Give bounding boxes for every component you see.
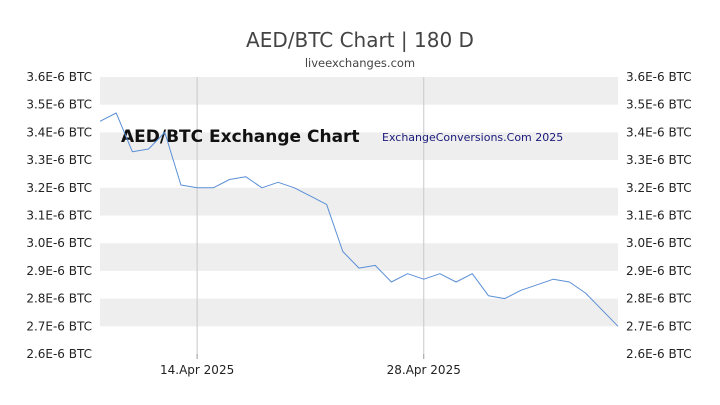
chart-watermark-label: AED/BTC Exchange Chart — [121, 127, 360, 147]
y-tick-label: 2.9E-6 BTC — [626, 264, 692, 278]
y-tick-label: 3.5E-6 BTC — [26, 98, 92, 112]
y-tick-label: 3.1E-6 BTC — [26, 209, 92, 223]
y-axis-right: 3.6E-6 BTC 3.5E-6 BTC 3.4E-6 BTC 3.3E-6 BTC… — [626, 70, 692, 361]
y-tick-label: 3.0E-6 BTC — [26, 236, 92, 250]
series-line — [99, 112, 619, 327]
grid-band — [100, 298, 618, 327]
y-tick-label: 2.9E-6 BTC — [26, 264, 92, 278]
chart-title: AED/BTC Chart | 180 D — [246, 28, 474, 52]
grid-band — [100, 187, 618, 216]
y-tick-label: 2.7E-6 BTC — [26, 319, 92, 333]
y-tick-label: 3.6E-6 BTC — [26, 70, 92, 84]
y-tick-label: 3.6E-6 BTC — [626, 70, 692, 84]
x-axis: 14.Apr 2025 28.Apr 2025 — [160, 354, 461, 377]
y-tick-label: 3.3E-6 BTC — [626, 153, 692, 167]
grid-band — [100, 132, 618, 161]
y-tick-label: 2.6E-6 BTC — [626, 347, 692, 361]
chart-subtitle: liveexchanges.com — [305, 56, 415, 70]
grid-bands — [100, 77, 618, 327]
x-tick-label: 14.Apr 2025 — [160, 363, 234, 377]
grid-band — [100, 243, 618, 271]
y-tick-label: 2.6E-6 BTC — [26, 347, 92, 361]
x-tick-label: 28.Apr 2025 — [387, 363, 461, 377]
y-tick-label: 3.0E-6 BTC — [626, 236, 692, 250]
y-tick-label: 2.7E-6 BTC — [626, 319, 692, 333]
y-tick-label: 2.8E-6 BTC — [626, 292, 692, 306]
y-tick-label: 3.2E-6 BTC — [26, 181, 92, 195]
x-gridlines — [196, 77, 425, 354]
grid-band — [100, 77, 618, 105]
y-tick-label: 3.4E-6 BTC — [626, 125, 692, 139]
y-tick-label: 3.2E-6 BTC — [626, 181, 692, 195]
y-tick-label: 3.1E-6 BTC — [626, 209, 692, 223]
credit-watermark: ExchangeConversions.Com 2025 — [382, 131, 563, 144]
y-tick-label: 3.4E-6 BTC — [26, 125, 92, 139]
y-axis-left: 3.6E-6 BTC 3.5E-6 BTC 3.4E-6 BTC 3.3E-6 BTC… — [26, 70, 92, 361]
y-tick-label: 3.3E-6 BTC — [26, 153, 92, 167]
y-tick-label: 3.5E-6 BTC — [626, 98, 692, 112]
y-tick-label: 2.8E-6 BTC — [26, 292, 92, 306]
series-group — [99, 112, 619, 327]
